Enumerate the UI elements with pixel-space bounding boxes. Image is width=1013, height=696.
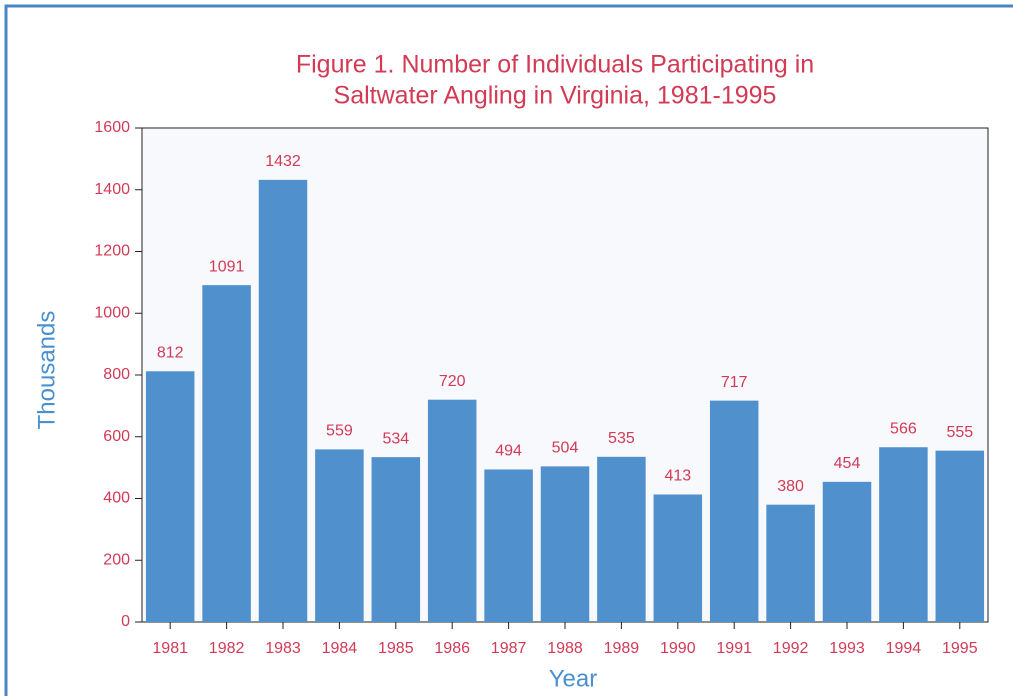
data-label: 504 — [552, 440, 579, 457]
bar — [315, 449, 364, 622]
y-tick-label: 0 — [121, 613, 130, 630]
x-tick-label: 1983 — [265, 640, 301, 657]
bar — [822, 481, 872, 622]
x-tick-label: 1988 — [547, 640, 583, 657]
x-tick-label: 1986 — [434, 640, 470, 657]
bar — [427, 399, 477, 622]
x-axis-label: Year — [549, 665, 598, 692]
y-tick-label: 1600 — [94, 119, 130, 136]
data-label: 559 — [326, 423, 353, 440]
data-label: 566 — [890, 420, 917, 437]
y-tick-label: 200 — [103, 551, 130, 568]
y-tick-label: 1200 — [94, 243, 130, 260]
bar — [258, 179, 308, 622]
data-label: 380 — [777, 478, 804, 495]
x-tick-label: 1993 — [829, 640, 865, 657]
x-tick-label: 1994 — [886, 640, 922, 657]
data-label: 720 — [439, 373, 466, 390]
bar — [202, 285, 251, 622]
x-tick-label: 1990 — [660, 640, 696, 657]
x-tick-label: 1981 — [152, 640, 188, 657]
data-label: 555 — [946, 424, 973, 441]
chart-title: Saltwater Angling in Virginia, 1981-1995 — [334, 82, 777, 110]
data-label: 535 — [608, 430, 635, 447]
bar — [145, 371, 195, 622]
data-label: 534 — [382, 430, 409, 447]
bar — [709, 400, 759, 622]
y-tick-label: 600 — [103, 428, 130, 445]
data-label: 717 — [721, 374, 748, 391]
x-tick-label: 1982 — [209, 640, 245, 657]
x-tick-label: 1991 — [716, 640, 752, 657]
frame — [4, 4, 1013, 696]
y-tick-label: 1400 — [94, 181, 130, 198]
bar — [540, 466, 590, 622]
bar — [879, 447, 928, 622]
data-label: 1091 — [209, 258, 245, 275]
data-label: 494 — [495, 443, 522, 460]
bar — [653, 494, 703, 622]
y-axis-label: Thousands — [33, 311, 60, 430]
y-tick-label: 400 — [103, 490, 130, 507]
x-tick-label: 1987 — [491, 640, 527, 657]
y-tick-label: 1000 — [94, 304, 130, 321]
chart-title: Figure 1. Number of Individuals Particip… — [296, 51, 814, 79]
y-tick-label: 800 — [103, 366, 130, 383]
bar — [484, 469, 533, 622]
data-label: 454 — [834, 455, 861, 472]
data-label: 413 — [664, 468, 691, 485]
data-label: 812 — [157, 345, 184, 362]
bar — [935, 450, 985, 622]
x-tick-label: 1992 — [773, 640, 809, 657]
bar — [597, 456, 646, 622]
x-tick-label: 1984 — [322, 640, 358, 657]
data-label: 1432 — [265, 153, 301, 170]
x-tick-label: 1985 — [378, 640, 414, 657]
x-tick-label: 1995 — [942, 640, 978, 657]
bar — [371, 457, 421, 622]
x-tick-label: 1989 — [604, 640, 640, 657]
bar — [766, 504, 815, 622]
